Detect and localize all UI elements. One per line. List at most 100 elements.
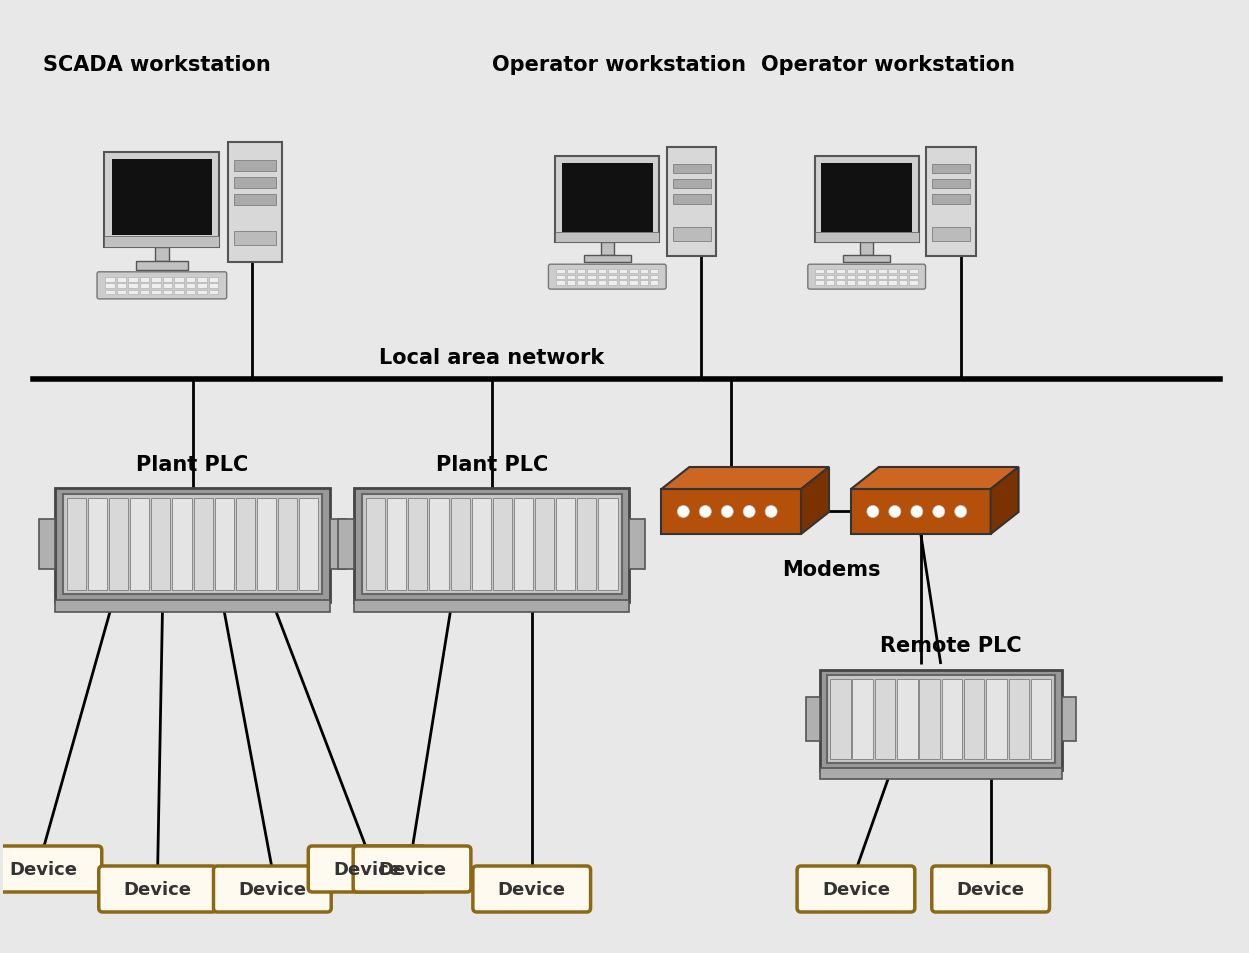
FancyBboxPatch shape [0,846,101,892]
Bar [567,275,575,280]
FancyBboxPatch shape [362,495,622,595]
Bar [639,275,648,280]
Bar [175,284,184,289]
Bar [878,281,887,286]
Bar [577,270,586,274]
Text: Device: Device [378,861,446,878]
Bar [888,281,897,286]
Bar [117,291,126,295]
Circle shape [911,506,923,518]
FancyBboxPatch shape [555,157,659,242]
Bar [909,270,918,274]
Bar [105,291,115,295]
Bar [556,281,565,286]
Bar [104,236,220,247]
Bar [162,284,172,289]
Bar [608,281,617,286]
FancyBboxPatch shape [338,519,355,569]
Bar [861,242,873,255]
Bar [105,277,115,282]
FancyBboxPatch shape [353,846,471,892]
Bar [587,270,596,274]
Bar [140,284,150,289]
Bar [868,275,876,280]
Bar [197,291,207,295]
Circle shape [721,506,733,518]
Bar [117,284,126,289]
Bar [194,498,212,590]
Text: Device: Device [124,880,191,898]
FancyBboxPatch shape [99,866,216,912]
Bar [814,233,919,242]
FancyBboxPatch shape [827,676,1055,763]
Text: Device: Device [498,880,566,898]
Bar [215,498,234,590]
Bar [868,270,876,274]
Bar [209,284,219,289]
Text: Remote PLC: Remote PLC [879,636,1022,656]
Bar [629,281,638,286]
Text: Operator workstation: Operator workstation [492,55,746,75]
Bar [186,284,195,289]
Bar [155,247,169,262]
Polygon shape [990,468,1018,535]
Bar [67,498,86,590]
FancyBboxPatch shape [39,519,55,569]
Bar [942,679,962,760]
Bar [987,679,1007,760]
Circle shape [699,506,711,518]
Bar [151,498,170,590]
Bar [130,498,150,590]
Bar [587,281,596,286]
FancyBboxPatch shape [932,866,1049,912]
Bar [897,679,918,760]
Bar [837,281,844,286]
Bar [673,228,711,241]
FancyBboxPatch shape [227,142,282,263]
Circle shape [889,506,901,518]
FancyBboxPatch shape [55,489,330,602]
Bar [117,277,126,282]
Bar [567,270,575,274]
Bar [109,498,129,590]
FancyBboxPatch shape [309,846,426,892]
Bar [819,768,1062,779]
Bar [888,270,897,274]
Bar [932,179,970,189]
Bar [821,164,912,233]
Bar [598,275,606,280]
Bar [598,270,606,274]
Bar [556,498,576,590]
FancyBboxPatch shape [330,519,346,569]
Bar [556,270,565,274]
Bar [234,178,276,189]
Circle shape [743,506,756,518]
Polygon shape [801,468,829,535]
FancyBboxPatch shape [97,273,227,299]
Bar [847,275,856,280]
Bar [162,277,172,282]
FancyBboxPatch shape [548,265,666,290]
Bar [197,277,207,282]
Bar [601,242,615,255]
Bar [556,275,565,280]
Polygon shape [851,468,1018,490]
Bar [847,281,856,286]
Bar [837,270,844,274]
Bar [964,679,984,760]
Bar [932,194,970,204]
Bar [826,270,834,274]
Bar [816,270,824,274]
Circle shape [933,506,944,518]
Bar [257,498,276,590]
Bar [899,270,908,274]
Bar [826,275,834,280]
FancyBboxPatch shape [808,265,926,290]
Polygon shape [662,490,801,535]
Bar [857,270,866,274]
Bar [567,281,575,286]
Bar [151,277,161,282]
Text: Device: Device [239,880,306,898]
Bar [598,281,606,286]
Bar [649,270,658,274]
